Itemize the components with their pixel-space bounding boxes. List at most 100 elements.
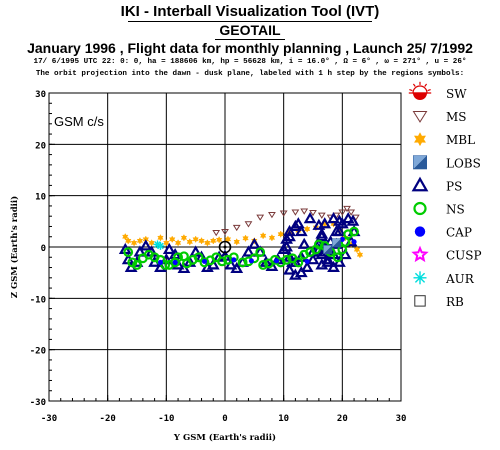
data-point-mbl	[148, 239, 155, 247]
axis-ticks: -30 -20 -10 0 10 20 30 -30 -20 -10 0 10 20 30	[30, 90, 407, 424]
square-icon	[414, 295, 426, 307]
x-tick-label: -20	[100, 414, 116, 424]
legend-label-ms: MS	[446, 110, 467, 124]
y-tick-label: 10	[35, 193, 46, 203]
legend-label-sw: SW	[446, 87, 467, 101]
data-point-mbl	[277, 230, 284, 238]
data-point-ps	[280, 240, 293, 252]
data-point-ms	[317, 212, 326, 219]
x-tick-label: 10	[278, 414, 289, 424]
data-point-cap	[248, 258, 254, 264]
data-point-ms	[244, 221, 253, 228]
data-point-aur	[156, 241, 165, 250]
data-point-ms	[232, 224, 241, 232]
data-point-ps	[321, 255, 335, 267]
triangle-up-icon	[411, 176, 429, 192]
data-point-ms	[347, 209, 356, 216]
series-aur	[153, 240, 165, 250]
star-of-david-icon	[413, 132, 427, 147]
data-point-cap	[304, 258, 310, 264]
data-point-mbl	[186, 238, 194, 246]
y-tick-label: 30	[35, 90, 46, 100]
data-point-mbl	[204, 239, 211, 247]
data-point-ps	[330, 224, 343, 237]
data-point-ps	[306, 253, 320, 265]
legend-item-cap: CAP	[414, 226, 472, 240]
y-tick-label: -30	[30, 398, 46, 408]
data-point-cap	[351, 239, 357, 245]
data-point-ps	[327, 212, 340, 224]
series-lobs	[323, 238, 341, 255]
x-tick-label: 0	[222, 414, 227, 424]
data-point-ns	[123, 247, 134, 258]
data-point-mbl	[192, 235, 199, 244]
data-point-ms	[338, 209, 347, 216]
data-point-ps	[303, 212, 317, 224]
data-point-ns	[217, 256, 227, 267]
data-point-ns	[237, 257, 248, 268]
legend-item-mbl: MBL	[413, 132, 475, 147]
x-tick-label: -10	[158, 414, 174, 424]
legend-item-ms: MS	[412, 110, 467, 124]
data-point-mbl	[180, 234, 188, 242]
y-axis-label: Z GSM (Earth's radii)	[9, 196, 20, 298]
data-point-ms	[279, 210, 288, 217]
plot-heading: January 1996 , Flight data for monthly p…	[27, 40, 473, 56]
data-point-ps	[265, 259, 279, 271]
data-point-ns	[193, 252, 204, 263]
legend: SW MS MBL LOBS PS NS CAP CUSP AUR RB	[408, 81, 482, 309]
data-point-cap	[231, 257, 237, 263]
data-point-mbl	[215, 236, 223, 244]
data-point-ps	[341, 212, 355, 224]
legend-item-sw: SW	[408, 81, 467, 101]
data-point-ps	[283, 263, 296, 275]
data-point-ps	[283, 230, 296, 242]
data-point-mbl	[356, 250, 364, 259]
star-icon	[411, 245, 429, 263]
data-point-ns	[173, 252, 183, 263]
data-point-ns	[313, 239, 324, 250]
orbit-parameters: 17/ 6/1995 UTC 22: 0: 0, ha = 188606 km,…	[33, 58, 467, 66]
sun-icon	[408, 81, 432, 100]
x-axis-label: Y GSM (Earth's radii)	[173, 432, 276, 443]
data-point-ns	[249, 253, 260, 264]
legend-item-lobs: LOBS	[413, 155, 481, 170]
data-point-mbl	[157, 234, 164, 242]
earth-center	[223, 245, 227, 249]
y-tick-label: -20	[30, 347, 46, 357]
circle-icon	[413, 201, 427, 216]
data-point-mbl	[353, 245, 361, 254]
data-point-ms	[300, 208, 309, 215]
x-tick-label: -30	[41, 414, 57, 424]
data-point-mbl	[130, 239, 138, 247]
data-point-mbl	[198, 237, 205, 245]
data-point-ns	[160, 260, 171, 270]
data-point-ps	[294, 224, 308, 237]
projection-note: The orbit projection into the dawn - dus…	[35, 70, 465, 78]
spacecraft-name: GEOTAIL	[219, 22, 281, 38]
data-point-ms	[256, 214, 265, 221]
data-point-ps	[289, 219, 302, 231]
legend-label-lobs: LOBS	[446, 156, 481, 170]
data-point-ps	[283, 224, 296, 237]
data-point-ps	[247, 237, 261, 249]
data-point-mbl	[163, 239, 170, 247]
filled-circle-icon	[414, 226, 426, 237]
data-point-ps	[315, 247, 329, 260]
legend-item-cusp: CUSP	[411, 245, 482, 263]
coordinate-system-label: GSM c/s	[54, 114, 104, 129]
orbit-data-points	[118, 205, 364, 280]
data-point-ps	[230, 261, 244, 274]
data-point-ps	[315, 230, 329, 242]
subtitle-underline	[215, 39, 285, 40]
data-point-ps	[291, 217, 305, 229]
legend-item-aur: AUR	[413, 271, 475, 286]
data-point-mbl	[242, 234, 249, 243]
data-point-mbl	[122, 232, 129, 241]
data-point-mbl	[174, 239, 182, 247]
data-point-mbl	[259, 231, 267, 240]
data-point-ps	[335, 217, 349, 229]
data-point-ps	[162, 242, 176, 255]
legend-item-rb: RB	[414, 295, 464, 309]
data-point-cap	[274, 258, 280, 264]
